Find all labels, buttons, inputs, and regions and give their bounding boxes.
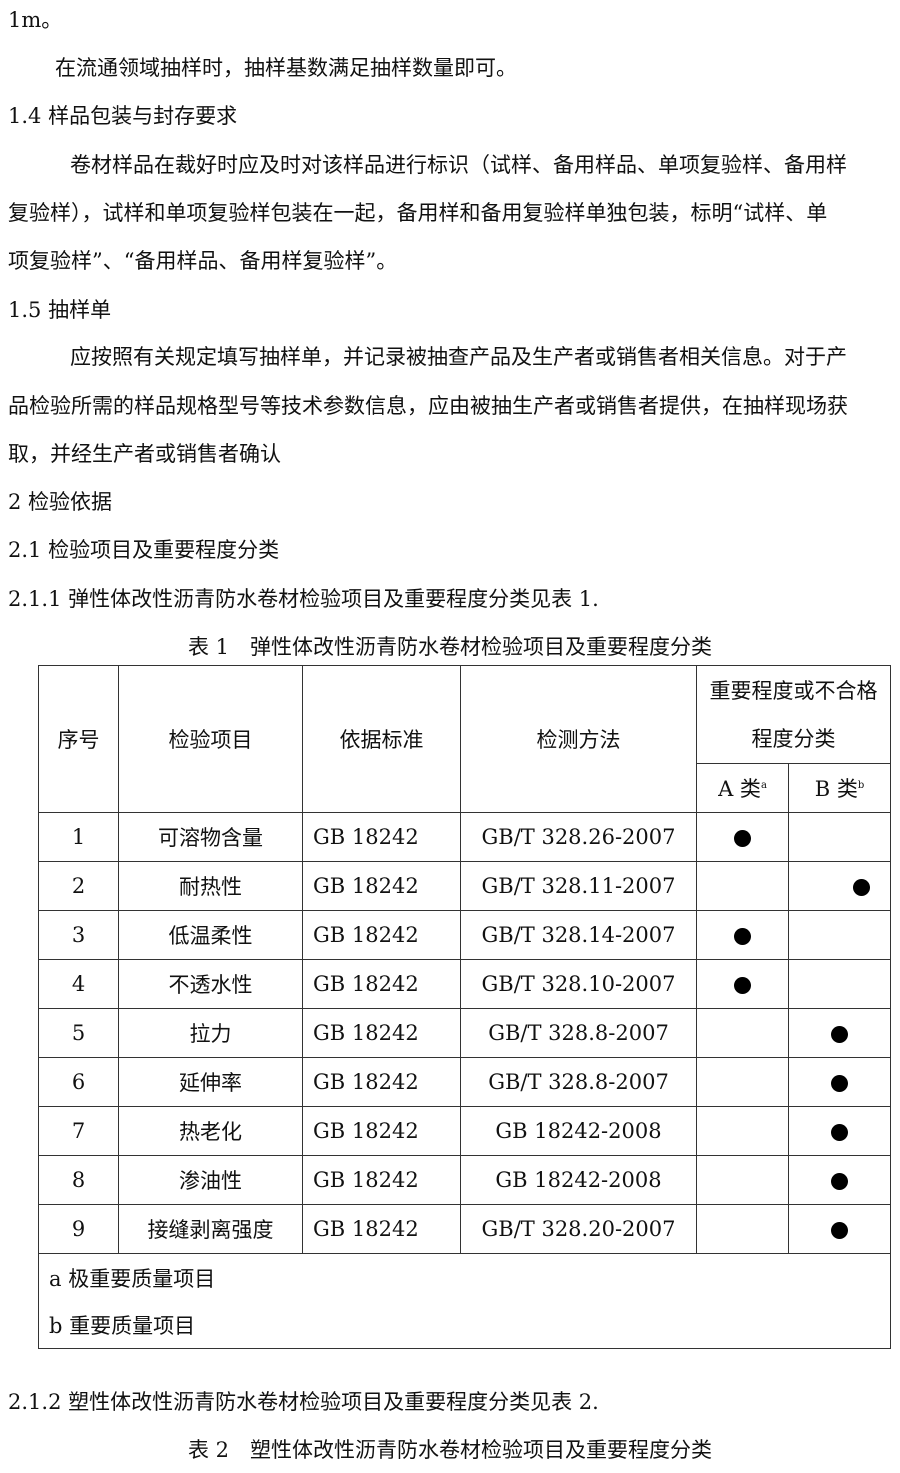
cell-method: GB/T 328.14-2007: [460, 910, 697, 960]
header-basis: 依据标准: [302, 665, 461, 813]
paragraph-line: 卷材样品在裁好时应及时对该样品进行标识（试样、备用样品、单项复验样、备用样: [70, 153, 847, 177]
cell-method: GB 18242-2008: [460, 1155, 697, 1205]
cell-basis: GB 18242: [302, 959, 461, 1009]
cell-item: 耐热性: [118, 861, 303, 911]
cell-method: GB 18242-2008: [460, 1106, 697, 1156]
cell-method: GB/T 328.8-2007: [460, 1057, 697, 1107]
cell-class-b: [788, 1008, 891, 1058]
cell-item: 低温柔性: [118, 910, 303, 960]
cell-basis: GB 18242: [302, 1155, 461, 1205]
table-row: 5 拉力 GB 18242 GB/T 328.8-2007: [38, 1008, 891, 1058]
cell-no: 5: [38, 1008, 119, 1058]
header-item: 检验项目: [118, 665, 303, 813]
table-row: 4 不透水性 GB 18242 GB/T 328.10-2007: [38, 959, 891, 1009]
cell-method: GB/T 328.8-2007: [460, 1008, 697, 1058]
cell-method: GB/T 328.10-2007: [460, 959, 697, 1009]
filled-circle-icon: [831, 1075, 848, 1092]
filled-circle-icon: [831, 1222, 848, 1239]
cell-item: 渗油性: [118, 1155, 303, 1205]
table-row: 1 可溶物含量 GB 18242 GB/T 328.26-2007: [38, 812, 891, 862]
header-method: 检测方法: [460, 665, 697, 813]
paragraph-line: 取，并经生产者或销售者确认: [8, 442, 281, 466]
section-heading: 2.1 检验项目及重要程度分类: [8, 538, 280, 562]
cell-item: 接缝剥离强度: [118, 1204, 303, 1254]
cell-item: 延伸率: [118, 1057, 303, 1107]
cell-basis: GB 18242: [302, 1106, 461, 1156]
cell-no: 8: [38, 1155, 119, 1205]
table-row: 6 延伸率 GB 18242 GB/T 328.8-2007: [38, 1057, 891, 1107]
cell-basis: GB 18242: [302, 861, 461, 911]
cell-class-b: [788, 1057, 891, 1107]
filled-circle-icon: [831, 1173, 848, 1190]
cell-no: 4: [38, 959, 119, 1009]
filled-circle-icon: [734, 928, 751, 945]
cell-class-b: [788, 1106, 891, 1156]
cell-class-a: [696, 1204, 789, 1254]
paragraph-line: 在流通领域抽样时，抽样基数满足抽样数量即可。: [55, 56, 517, 80]
section-heading: 2 检验依据: [8, 490, 113, 514]
cell-basis: GB 18242: [302, 812, 461, 862]
cell-class-a: [696, 812, 789, 862]
section-heading: 1.5 抽样单: [8, 298, 112, 322]
filled-circle-icon: [831, 1124, 848, 1141]
cell-class-b: [788, 910, 891, 960]
cell-basis: GB 18242: [302, 1204, 461, 1254]
header-no: 序号: [38, 665, 119, 813]
table-row: 8 渗油性 GB 18242 GB 18242-2008: [38, 1155, 891, 1205]
cell-method: GB/T 328.20-2007: [460, 1204, 697, 1254]
cell-class-b: [788, 959, 891, 1009]
paragraph-line: 复验样），试样和单项复验样包装在一起，备用样和备用复验样单独包装，标明“试样、单: [8, 201, 828, 225]
filled-circle-icon: [831, 1026, 848, 1043]
section-heading: 1.4 样品包装与封存要求: [8, 104, 238, 128]
footnote-a: a 极重要质量项目: [38, 1253, 891, 1301]
paragraph-line: 项复验样”、“备用样品、备用样复验样”。: [8, 249, 398, 273]
cell-item: 不透水性: [118, 959, 303, 1009]
cell-class-a: [696, 1155, 789, 1205]
filled-circle-icon: [734, 977, 751, 994]
cell-class-a: [696, 1057, 789, 1107]
filled-circle-icon: [734, 830, 751, 847]
cell-item: 可溶物含量: [118, 812, 303, 862]
header-class-a: A 类a: [696, 763, 789, 813]
cell-method: GB/T 328.26-2007: [460, 812, 697, 862]
cell-no: 7: [38, 1106, 119, 1156]
table-row: 9 接缝剥离强度 GB 18242 GB/T 328.20-2007: [38, 1204, 891, 1254]
section-heading: 2.1.1 弹性体改性沥青防水卷材检验项目及重要程度分类见表 1.: [8, 587, 599, 611]
cell-class-a: [696, 910, 789, 960]
cell-basis: GB 18242: [302, 1008, 461, 1058]
cell-class-a: [696, 861, 789, 911]
table-caption: 表 1 弹性体改性沥青防水卷材检验项目及重要程度分类: [187, 635, 713, 659]
cell-method: GB/T 328.11-2007: [460, 861, 697, 911]
paragraph-line: 应按照有关规定填写抽样单，并记录被抽查产品及生产者或销售者相关信息。对于产: [70, 345, 847, 369]
header-class-b: B 类b: [788, 763, 891, 813]
cell-no: 9: [38, 1204, 119, 1254]
cell-basis: GB 18242: [302, 1057, 461, 1107]
cell-no: 6: [38, 1057, 119, 1107]
cell-item: 拉力: [118, 1008, 303, 1058]
cell-class-b: [788, 1204, 891, 1254]
paragraph-line: 1m。: [8, 8, 63, 32]
cell-class-a: [696, 1106, 789, 1156]
footnote-b: b 重要质量项目: [38, 1301, 891, 1349]
cell-item: 热老化: [118, 1106, 303, 1156]
paragraph-line: 品检验所需的样品规格型号等技术参数信息，应由被抽生产者或销售者提供，在抽样现场获: [8, 394, 848, 418]
cell-basis: GB 18242: [302, 910, 461, 960]
filled-circle-icon: [853, 879, 870, 896]
table-row: 7 热老化 GB 18242 GB 18242-2008: [38, 1106, 891, 1156]
inspection-table: 序号 检验项目 依据标准 检测方法 重要程度或不合格程度分类 A 类a B 类b…: [38, 665, 891, 1349]
table-caption: 表 2 塑性体改性沥青防水卷材检验项目及重要程度分类: [187, 1438, 713, 1462]
cell-no: 2: [38, 861, 119, 911]
header-class-group: 重要程度或不合格程度分类: [696, 665, 891, 764]
cell-class-b: [788, 812, 891, 862]
section-heading: 2.1.2 塑性体改性沥青防水卷材检验项目及重要程度分类见表 2.: [8, 1390, 599, 1414]
cell-class-a: [696, 1008, 789, 1058]
table-row: 2 耐热性 GB 18242 GB/T 328.11-2007: [38, 861, 891, 911]
cell-no: 1: [38, 812, 119, 862]
cell-class-b: [788, 1155, 891, 1205]
cell-class-b: [788, 861, 891, 911]
table-row: 3 低温柔性 GB 18242 GB/T 328.14-2007: [38, 910, 891, 960]
cell-class-a: [696, 959, 789, 1009]
cell-no: 3: [38, 910, 119, 960]
